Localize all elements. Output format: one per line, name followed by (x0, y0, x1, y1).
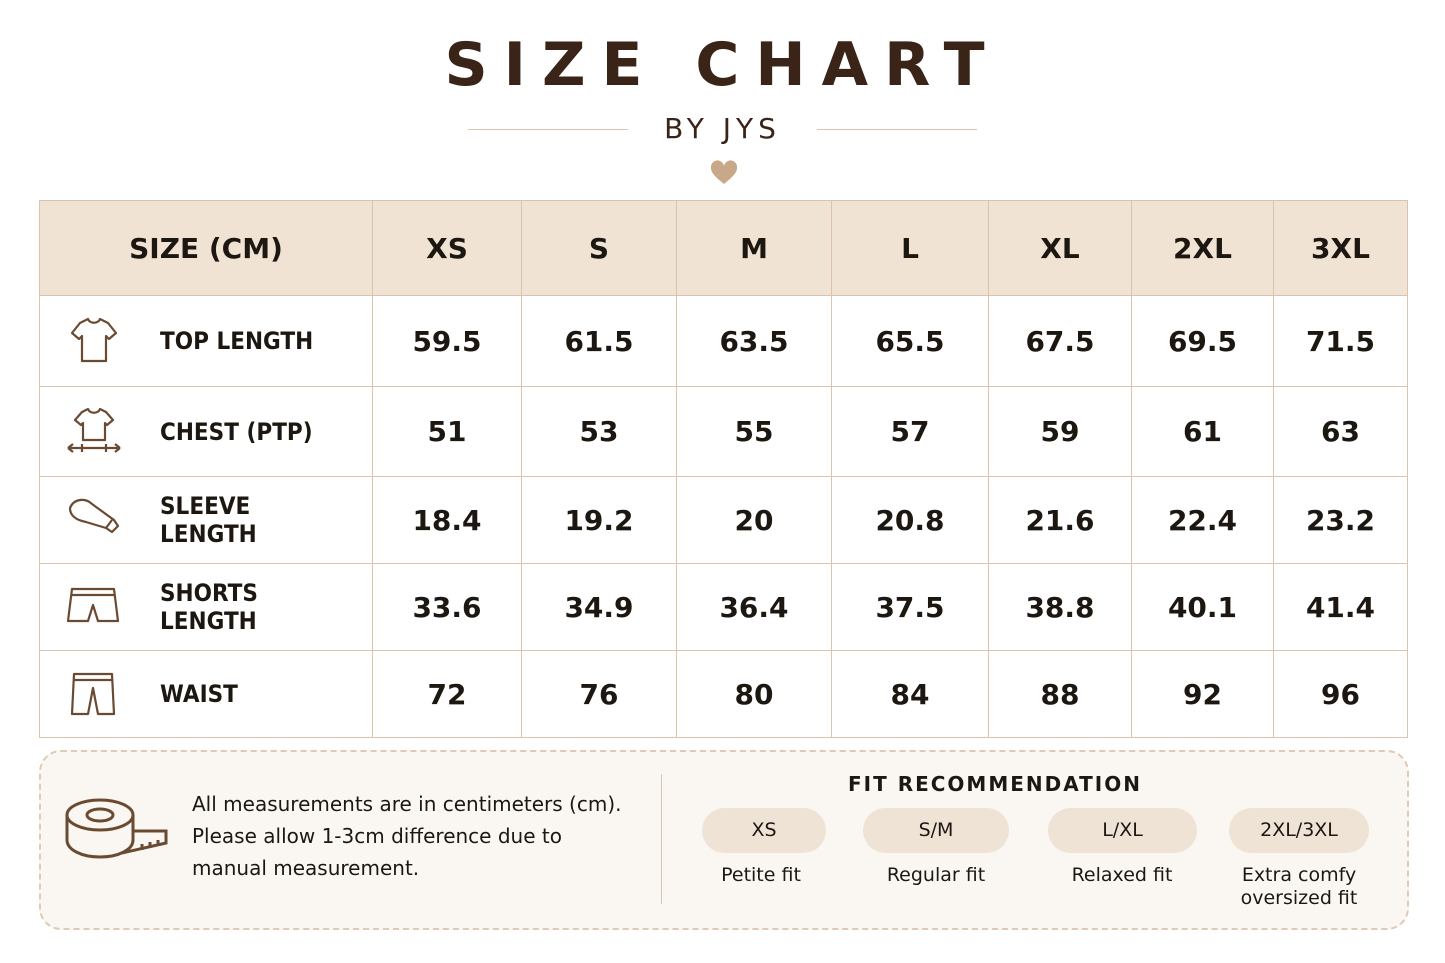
row-label: CHEST (PTP) (160, 417, 313, 446)
cell-value: 22.4 (1131, 476, 1274, 564)
fit-description: Relaxed fit (1071, 864, 1173, 886)
cell-value: 76 (521, 650, 677, 738)
row-label: SHORTS LENGTH (160, 579, 258, 635)
cell-value: 53 (521, 386, 677, 477)
row-label-cell: TOP LENGTH (39, 295, 373, 387)
cell-value: 59.5 (372, 295, 522, 387)
cell-value: 80 (676, 650, 832, 738)
divider-line (817, 129, 977, 130)
cell-value: 18.4 (372, 476, 522, 564)
cell-value: 63 (1273, 386, 1408, 477)
fit-description: Regular fit (886, 864, 986, 886)
row-label: WAIST (160, 680, 238, 708)
table-row: WAIST 72 76 80 84 88 92 96 (39, 650, 1408, 738)
cell-value: 33.6 (372, 563, 522, 651)
cell-value: 41.4 (1273, 563, 1408, 651)
cell-value: 65.5 (831, 295, 989, 387)
cell-value: 61 (1131, 386, 1274, 477)
cell-value: 96 (1273, 650, 1408, 738)
cell-value: 23.2 (1273, 476, 1408, 564)
heart-icon (710, 160, 738, 184)
tape-icon (65, 798, 168, 859)
cell-value: 19.2 (521, 476, 677, 564)
row-label-cell: WAIST (39, 650, 373, 738)
row-label-cell: SHORTS LENGTH (39, 563, 373, 651)
cell-value: 20.8 (831, 476, 989, 564)
row-label: TOP LENGTH (160, 327, 314, 355)
title: SIZE CHART (444, 30, 1001, 100)
cell-value: 37.5 (831, 563, 989, 651)
cell-value: 59 (988, 386, 1132, 477)
cell-value: 92 (1131, 650, 1274, 738)
cell-value: 84 (831, 650, 989, 738)
column-header: L (831, 200, 989, 296)
cell-value: 40.1 (1131, 563, 1274, 651)
cell-value: 20 (676, 476, 832, 564)
column-header: XL (988, 200, 1132, 296)
cell-value: 21.6 (988, 476, 1132, 564)
row-icon (68, 498, 120, 534)
cell-value: 34.9 (521, 563, 677, 651)
cell-value: 72 (372, 650, 522, 738)
row-label-cell: SLEEVE LENGTH (39, 476, 373, 564)
table-row: CHEST (PTP) 51 53 55 57 59 61 63 (39, 386, 1408, 477)
cell-value: 71.5 (1273, 295, 1408, 387)
note-text: All measurements are in centimeters (cm)… (192, 792, 622, 880)
row-label-cell: CHEST (PTP) (39, 386, 373, 477)
fit-size-pill: L/XL (1048, 808, 1197, 853)
column-header: M (676, 200, 832, 296)
subtitle: BY JYS (664, 112, 781, 145)
row-icon (70, 317, 118, 363)
cell-value: 67.5 (988, 295, 1132, 387)
column-header: 2XL (1131, 200, 1274, 296)
fit-description: Petite fit (721, 864, 801, 886)
fit-description: Extra comfy oversized fit (1240, 864, 1358, 909)
column-header: S (521, 200, 677, 296)
cell-value: 38.8 (988, 563, 1132, 651)
cell-value: 63.5 (676, 295, 832, 387)
fit-size-pill: 2XL/3XL (1229, 808, 1369, 853)
fit-size-pill: XS (702, 808, 826, 853)
cell-value: 51 (372, 386, 522, 477)
cell-value: 88 (988, 650, 1132, 738)
divider (661, 774, 662, 904)
column-header: XS (372, 200, 522, 296)
cell-value: 55 (676, 386, 832, 477)
cell-value: 57 (831, 386, 989, 477)
header-row: SIZE (CM) XS S M L XL 2XL 3XL (39, 200, 1408, 296)
row-label: SLEEVE LENGTH (160, 492, 257, 548)
row-icon (67, 407, 121, 453)
column-header: 3XL (1273, 200, 1408, 296)
divider-line (468, 129, 628, 130)
fit-title: FIT RECOMMENDATION (847, 772, 1142, 796)
cell-value: 36.4 (676, 563, 832, 651)
row-icon (70, 672, 116, 716)
table-row: SLEEVE LENGTH 18.4 19.2 20 20.8 21.6 22.4 23.2 (39, 476, 1408, 564)
cell-value: 61.5 (521, 295, 677, 387)
table-row: SHORTS LENGTH 33.6 34.9 36.4 37.5 38.8 40.1 41.… (39, 563, 1408, 651)
table-row: TOP LENGTH 59.5 61.5 63.5 65.5 67.5 69.5 71.5 (39, 295, 1408, 387)
row-icon (66, 587, 120, 623)
column-header: SIZE (CM) (39, 200, 373, 296)
size-table: SIZE (CM) XS S M L XL 2XL 3XL TOP LENGTH 59.5 61.5… (39, 200, 1408, 738)
fit-size-pill: S/M (863, 808, 1009, 853)
cell-value: 69.5 (1131, 295, 1274, 387)
